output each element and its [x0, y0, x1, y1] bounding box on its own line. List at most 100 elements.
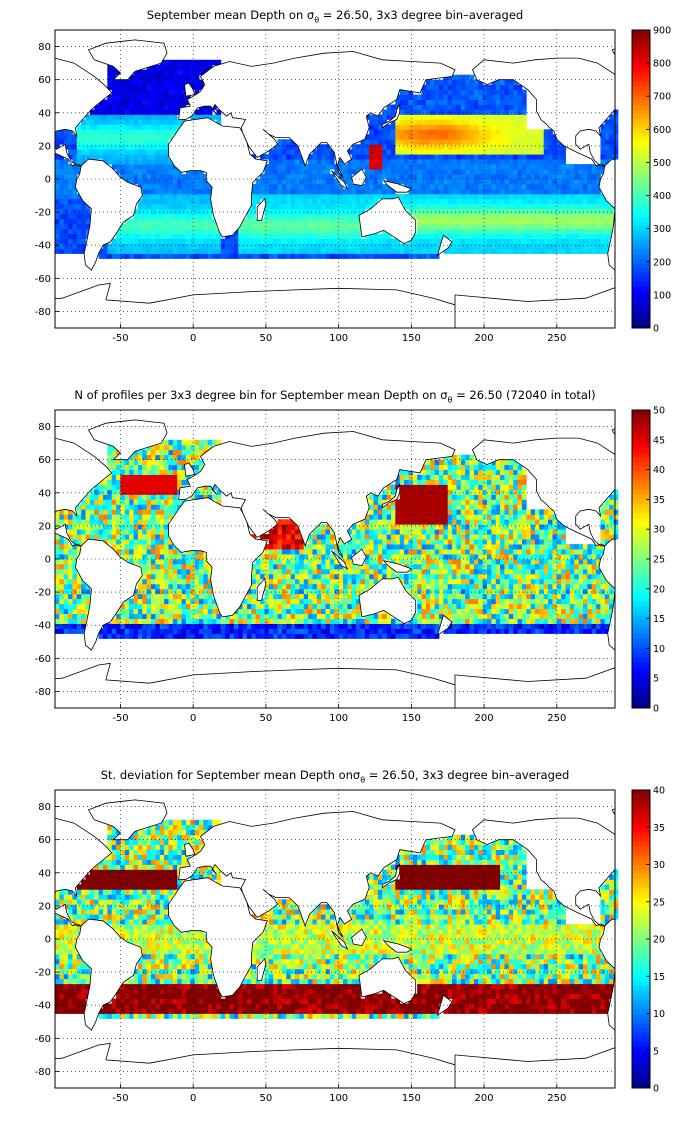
bin-cell — [146, 198, 152, 205]
bin-cell — [295, 563, 300, 570]
bin-cell — [124, 139, 130, 145]
bin-cell — [321, 218, 326, 225]
bin-cell — [334, 633, 340, 639]
bin-cell — [469, 203, 475, 210]
bin-cell — [133, 494, 139, 500]
bin-cell — [177, 84, 182, 90]
bin-cell — [168, 578, 174, 585]
bin-cell — [325, 223, 331, 230]
bin-cell — [111, 494, 117, 500]
bin-cell — [351, 154, 357, 160]
bin-cell — [55, 233, 60, 239]
bin-cell — [137, 169, 143, 175]
bin-cell — [194, 228, 200, 235]
bin-cell — [142, 524, 148, 530]
bin-cell — [103, 159, 108, 165]
bin-cell — [609, 213, 614, 220]
bin-cell — [434, 179, 440, 185]
bin-cell — [329, 183, 335, 190]
bin-cell — [369, 514, 374, 520]
bin-cell — [137, 74, 143, 81]
bin-cell — [286, 568, 292, 575]
bin-cell — [299, 583, 305, 590]
bin-cell — [286, 583, 292, 590]
bin-cell — [312, 613, 318, 619]
bin-cell — [181, 84, 187, 90]
bin-cell — [116, 99, 121, 105]
bin-cell — [190, 243, 196, 249]
bin-cell — [233, 248, 239, 254]
bin-cell — [72, 588, 78, 595]
bin-cell — [600, 124, 606, 130]
bin-cell — [281, 159, 287, 165]
colorbar-segment — [632, 151, 650, 157]
bin-cell — [460, 233, 466, 239]
bin-cell — [312, 203, 318, 210]
bin-cell — [604, 149, 610, 155]
bin-cell — [552, 243, 558, 249]
bin-cell — [268, 588, 274, 595]
bin-cell — [469, 238, 475, 244]
bin-cell — [517, 84, 523, 90]
bin-cell — [68, 524, 73, 530]
bin-cell — [399, 179, 405, 185]
bin-cell — [190, 573, 196, 580]
bin-cell — [286, 179, 292, 185]
bin-cell — [251, 534, 257, 540]
bin-cell — [517, 94, 523, 100]
bin-cell — [452, 213, 457, 220]
bin-cell — [417, 99, 422, 105]
bin-cell — [561, 169, 566, 175]
bin-cell — [556, 213, 562, 220]
bin-cell — [137, 598, 143, 605]
bin-cell — [155, 509, 161, 515]
bin-cell — [177, 64, 182, 71]
bin-cell — [59, 164, 65, 170]
bin-cell — [430, 109, 436, 115]
bin-cell — [596, 169, 601, 175]
bin-cell — [81, 608, 86, 615]
bin-cell — [72, 169, 78, 175]
bin-cell — [238, 613, 244, 619]
bin-cell — [146, 563, 152, 570]
bin-cell — [425, 223, 431, 230]
bin-cell — [504, 159, 510, 165]
bin-cell — [321, 529, 326, 535]
bin-cell — [517, 109, 523, 115]
bin-cell — [334, 618, 340, 624]
bin-cell — [242, 233, 248, 239]
bin-cell — [190, 618, 196, 624]
bin-cell — [543, 243, 549, 249]
bin-cell — [421, 149, 427, 155]
bin-cell — [63, 198, 69, 205]
bin-cell — [199, 578, 204, 585]
bin-cell — [508, 208, 514, 215]
bin-cell — [447, 144, 453, 150]
bin-cell — [72, 228, 78, 235]
bin-cell — [164, 74, 169, 81]
bin-cell — [343, 628, 348, 634]
bin-cell — [434, 134, 440, 140]
bin-cell — [273, 559, 278, 565]
bin-cell — [151, 449, 156, 456]
bin-cell — [233, 613, 239, 619]
bin-cell — [85, 514, 91, 520]
bin-cell — [478, 119, 484, 125]
bin-cell — [286, 593, 292, 600]
bin-cell — [312, 159, 318, 165]
bin-cell — [172, 248, 178, 254]
bin-cell — [504, 248, 510, 254]
bin-cell — [347, 169, 353, 175]
bin-cell — [68, 203, 73, 210]
bin-cell — [491, 114, 497, 120]
bin-cell — [190, 228, 196, 235]
bin-cell — [535, 183, 540, 190]
bin-cell — [116, 238, 121, 244]
bin-cell — [386, 124, 392, 130]
bin-cell — [212, 598, 217, 605]
bin-cell — [120, 479, 126, 485]
bin-cell — [107, 99, 113, 105]
bin-cell — [94, 104, 100, 110]
bin-cell — [181, 598, 187, 605]
bin-cell — [85, 499, 91, 505]
